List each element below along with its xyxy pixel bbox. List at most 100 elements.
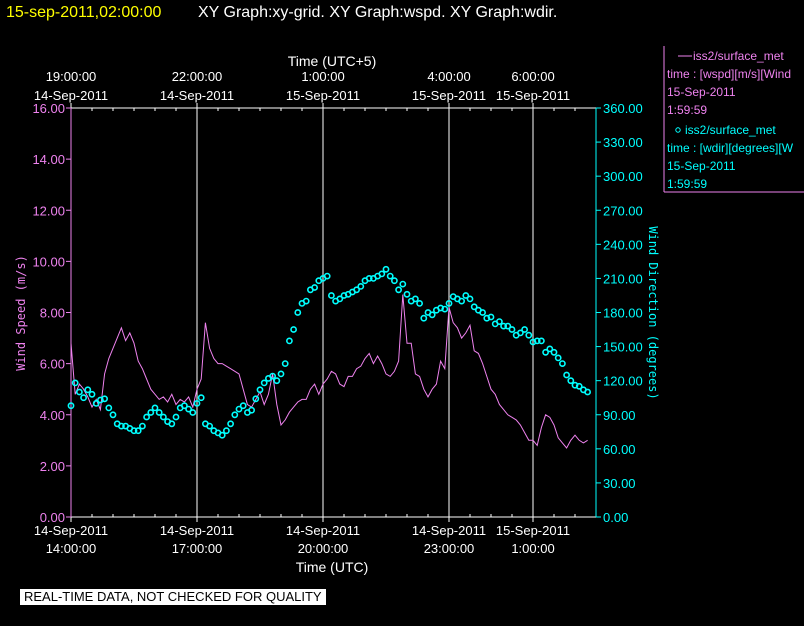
wdir-point <box>193 399 201 407</box>
wdir-point <box>365 274 373 282</box>
left-tick-label: 8.00 <box>40 306 65 321</box>
wdir-point <box>101 395 108 403</box>
wdir-point <box>239 402 247 410</box>
header-title: XY Graph:xy-grid. XY Graph:wspd. XY Grap… <box>198 4 557 21</box>
wdir-point <box>311 284 318 291</box>
wdir-point <box>185 405 192 413</box>
wdir-point <box>290 326 297 333</box>
right-tick-label: 60.00 <box>603 442 636 457</box>
legend-wdir-line2: time : [wdir][degrees][W <box>667 141 794 155</box>
wdir-point <box>563 371 570 379</box>
wdir-point <box>227 420 234 428</box>
wdir-point <box>76 388 83 396</box>
top-tick-label-time: 4:00:00 <box>427 69 470 84</box>
legend-wspd-line3: 15-Sep-2011 <box>667 85 736 99</box>
right-tick-label: 330.00 <box>603 135 643 150</box>
top-tick-label-time: 22:00:00 <box>172 69 223 84</box>
left-tick-label: 0.00 <box>40 510 65 525</box>
wdir-point <box>327 292 335 299</box>
y-axis-title-right: Wind Direction (degrees) <box>646 226 660 399</box>
wdir-point <box>466 295 474 303</box>
wdir-point <box>525 331 533 339</box>
wdir-point <box>441 305 449 313</box>
wdir-point <box>138 422 146 430</box>
wdir-point <box>281 360 289 367</box>
wdir-point <box>416 299 423 307</box>
series-wdir <box>67 265 591 439</box>
wdir-point <box>277 370 285 378</box>
wdir-point <box>67 402 75 410</box>
wdir-point <box>479 309 486 316</box>
wdir-point <box>197 394 205 402</box>
wdir-point <box>458 297 465 305</box>
bottom-tick-label-date: 14-Sep-2011 <box>412 523 486 538</box>
bottom-tick-label-date: 14-Sep-2011 <box>286 523 360 538</box>
wdir-point <box>533 337 541 345</box>
wdir-point <box>80 394 87 402</box>
wdir-point <box>71 379 79 387</box>
legend-wspd-line2: time : [wspd][m/s][Wind <box>667 67 791 81</box>
quality-disclaimer: REAL-TIME DATA, NOT CHECKED FOR QUALITY <box>20 589 326 605</box>
wdir-point <box>134 427 142 435</box>
wdir-point <box>390 277 398 285</box>
wdir-point <box>269 372 276 380</box>
wdir-point <box>147 409 155 416</box>
wdir-point <box>235 405 243 413</box>
plot-frame <box>70 107 597 518</box>
wdir-point <box>508 326 516 333</box>
wdir-point <box>411 295 419 303</box>
wdir-point <box>143 413 150 421</box>
left-tick-label: 2.00 <box>40 459 65 474</box>
wdir-point <box>462 292 470 299</box>
wdir-point <box>403 290 411 298</box>
right-tick-label: 120.00 <box>603 374 643 389</box>
wdir-point <box>222 427 230 435</box>
left-tick-label: 12.00 <box>32 203 65 218</box>
right-tick-label: 150.00 <box>603 340 643 355</box>
wdir-point <box>420 314 428 322</box>
wdir-point <box>399 280 407 288</box>
wdir-point <box>252 395 260 403</box>
wdir-point <box>84 386 92 394</box>
wdir-point <box>172 413 180 421</box>
wdir-point <box>118 422 125 430</box>
bottom-tick-label-time: 17:00:00 <box>172 541 223 556</box>
wdir-point <box>92 399 100 407</box>
wdir-point <box>428 311 436 319</box>
wdir-point <box>357 282 365 290</box>
wdir-point <box>285 337 293 345</box>
legend: iss2/surface_met time : [wspd][m/s][Wind… <box>663 46 804 193</box>
wdir-point <box>206 422 213 430</box>
right-tick-label: 240.00 <box>603 237 643 252</box>
wdir-point <box>105 404 113 412</box>
top-tick-label-time: 6:00:00 <box>511 69 554 84</box>
wdir-point <box>260 379 268 387</box>
right-tick-label: 0.00 <box>603 510 628 525</box>
wdir-point <box>395 286 402 294</box>
wdir-point <box>550 348 558 356</box>
wdir-point <box>559 360 566 367</box>
wdir-point <box>546 345 554 353</box>
bottom-tick-label-time: 23:00:00 <box>424 541 475 556</box>
wdir-point <box>538 337 545 345</box>
wdir-point <box>542 348 549 356</box>
bottom-tick-label-time: 14:00:00 <box>46 541 97 556</box>
top-tick-label-date: 15-Sep-2011 <box>496 88 570 103</box>
wdir-point <box>382 265 390 273</box>
top-tick-label-date: 15-Sep-2011 <box>286 88 360 103</box>
wdir-point <box>130 427 138 435</box>
wdir-point <box>294 309 302 316</box>
wdir-point <box>248 406 255 414</box>
wdir-point <box>386 272 394 280</box>
right-tick-label: 270.00 <box>603 203 643 218</box>
wdir-point <box>155 409 163 416</box>
bottom-tick-label-date: 15-Sep-2011 <box>496 523 570 538</box>
wdir-point <box>445 299 453 307</box>
legend-wdir-line3: 15-Sep-2011 <box>667 159 736 173</box>
wdir-point <box>168 420 176 428</box>
grid-lines <box>196 108 534 517</box>
wdir-point <box>517 329 524 337</box>
wdir-point <box>567 377 575 385</box>
top-tick-label-date: 14-Sep-2011 <box>160 88 234 103</box>
